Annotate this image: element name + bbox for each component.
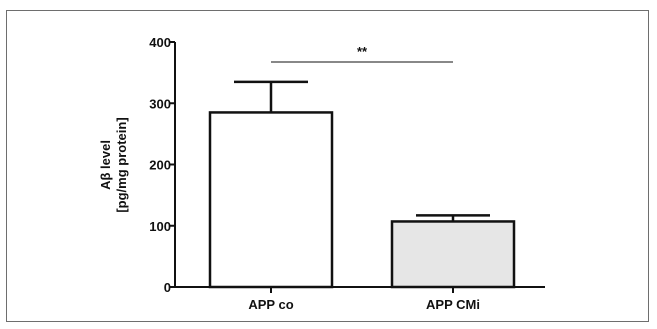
- significance-label: **: [357, 44, 368, 59]
- y-axis-title: Aβ level [pg/mg protein]: [98, 117, 129, 212]
- bar-2: [390, 220, 516, 289]
- y-axis-title-line1: Aβ level: [98, 140, 113, 190]
- x-tick-label-2: APP CMi: [426, 297, 480, 312]
- y-tick-label: 300: [149, 96, 171, 111]
- y-tick-label: 200: [149, 158, 171, 173]
- y-tick-label: 0: [164, 280, 171, 295]
- x-tick-label-1: APP co: [248, 297, 293, 312]
- y-axis-title-line2: [pg/mg protein]: [114, 117, 129, 212]
- y-tick-label: 400: [149, 35, 171, 50]
- y-tick-label: 100: [149, 219, 171, 234]
- bar-1: [208, 111, 334, 289]
